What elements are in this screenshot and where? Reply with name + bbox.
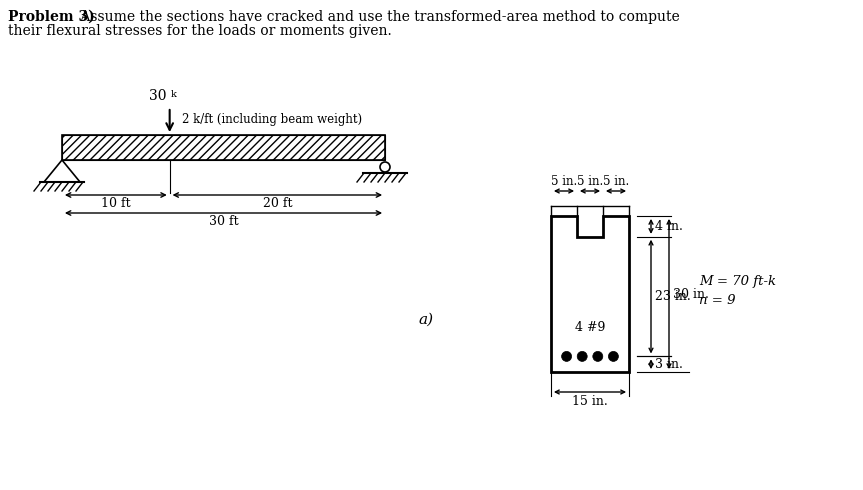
Text: 4 in.: 4 in. bbox=[655, 220, 683, 233]
Text: 15 in.: 15 in. bbox=[572, 395, 608, 408]
Text: 5 in.: 5 in. bbox=[576, 175, 603, 188]
Text: 5 in.: 5 in. bbox=[551, 175, 577, 188]
Text: n = 9: n = 9 bbox=[699, 294, 735, 307]
Text: their flexural stresses for the loads or moments given.: their flexural stresses for the loads or… bbox=[8, 24, 392, 38]
Text: Problem 3): Problem 3) bbox=[8, 10, 95, 24]
Text: 23 in.: 23 in. bbox=[655, 290, 690, 303]
Text: 2 k/ft (including beam weight): 2 k/ft (including beam weight) bbox=[182, 113, 362, 125]
Circle shape bbox=[608, 351, 619, 362]
Text: 30 ft: 30 ft bbox=[209, 215, 238, 228]
Circle shape bbox=[593, 351, 602, 362]
Polygon shape bbox=[62, 135, 385, 160]
Text: 3 in.: 3 in. bbox=[655, 358, 683, 371]
Text: 30 in.: 30 in. bbox=[673, 288, 709, 300]
Text: M = 70 ft-k: M = 70 ft-k bbox=[699, 275, 776, 289]
Text: k: k bbox=[171, 90, 177, 99]
Text: 10 ft: 10 ft bbox=[101, 197, 130, 210]
Text: 30: 30 bbox=[149, 89, 167, 103]
Circle shape bbox=[562, 351, 571, 362]
Text: 20 ft: 20 ft bbox=[262, 197, 292, 210]
Circle shape bbox=[577, 351, 587, 362]
Text: a): a) bbox=[418, 313, 433, 327]
Text: Assume the sections have cracked and use the transformed-area method to compute: Assume the sections have cracked and use… bbox=[76, 10, 680, 24]
Text: 4 #9: 4 #9 bbox=[575, 321, 605, 334]
Text: 5 in.: 5 in. bbox=[603, 175, 629, 188]
